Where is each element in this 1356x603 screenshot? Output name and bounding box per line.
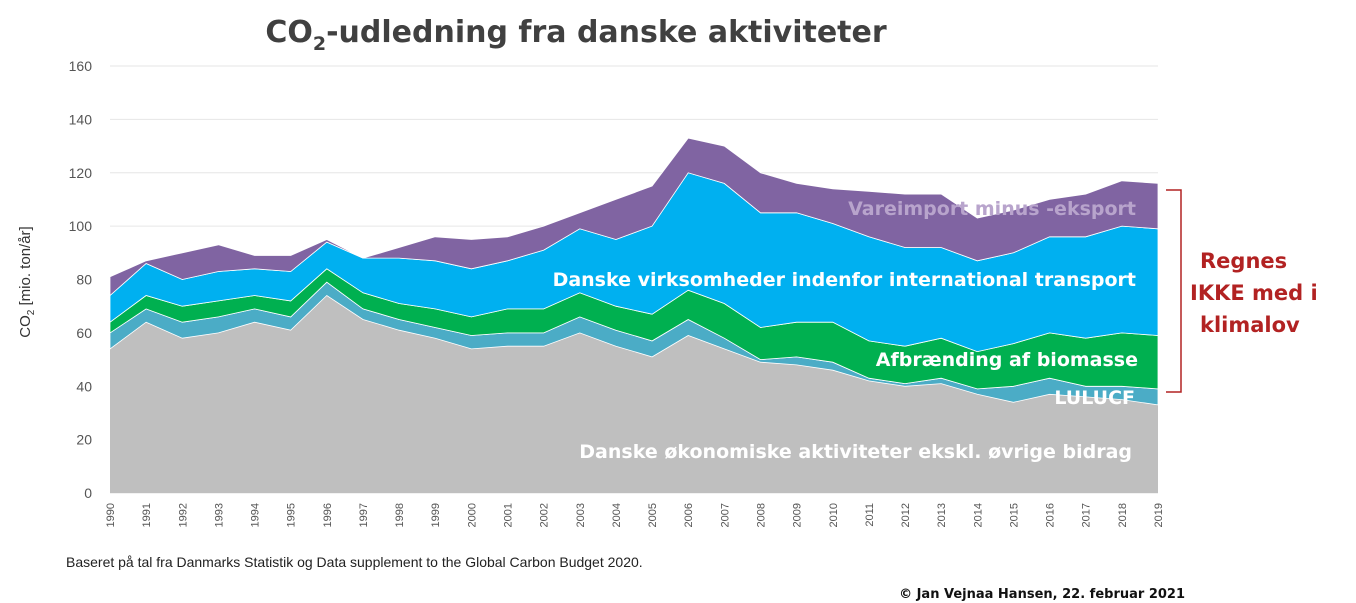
x-tick-label: 2003 <box>575 503 587 527</box>
x-tick-label: 2002 <box>539 503 551 527</box>
bracket-label-line1: Regnes <box>1200 249 1287 273</box>
x-tick-label: 2009 <box>792 503 804 527</box>
y-tick-label: 80 <box>76 272 92 288</box>
x-tick-label: 1997 <box>358 503 370 527</box>
label-vareimport: Vareimport minus -eksport <box>848 198 1136 220</box>
x-tick-label: 2000 <box>466 503 478 527</box>
y-axis-ticks: 0 20 40 60 80 100 120 140 160 <box>69 58 93 501</box>
x-tick-label: 2001 <box>503 503 515 527</box>
x-tick-label: 1996 <box>322 503 334 527</box>
x-tick-label: 2012 <box>900 503 912 527</box>
x-tick-label: 2017 <box>1081 503 1093 527</box>
stacked-areas <box>109 137 1159 493</box>
bracket <box>1166 189 1182 393</box>
label-biomasse: Afbrænding af biomasse <box>876 349 1138 371</box>
x-tick-label: 2011 <box>864 503 876 527</box>
x-tick-label: 1992 <box>177 503 189 527</box>
x-tick-label: 1991 <box>141 503 153 527</box>
x-tick-label: 2018 <box>1117 503 1129 527</box>
y-tick-label: 120 <box>69 165 93 181</box>
x-tick-label: 1990 <box>105 503 117 527</box>
x-tick-label: 1994 <box>250 503 262 527</box>
x-tick-label: 2015 <box>1008 503 1020 527</box>
y-axis-label: CO2 [mio. ton/år] <box>17 226 37 337</box>
x-tick-label: 2006 <box>683 503 695 527</box>
copyright-credit: © Jan Vejnaa Hansen, 22. februar 2021 <box>899 587 1185 602</box>
x-tick-label: 1995 <box>286 503 298 527</box>
x-tick-label: 2007 <box>719 503 731 527</box>
x-tick-label: 2008 <box>756 503 768 527</box>
x-tick-label: 1999 <box>430 503 442 527</box>
y-tick-label: 60 <box>76 325 92 341</box>
x-tick-label: 2004 <box>611 503 623 527</box>
area-series-4 <box>109 137 1159 297</box>
chart-title: CO2-udledning fra danske aktiviteter <box>265 15 887 55</box>
area-series-0 <box>110 295 1158 493</box>
bracket-label-line3: klimalov <box>1200 313 1300 337</box>
label-lulucf: LULUCF <box>1054 387 1135 409</box>
x-axis-ticks: 1990 1991 1992 1993 1994 1995 1996 1997 1998 1999… <box>105 503 1165 527</box>
x-tick-label: 2010 <box>828 503 840 527</box>
bracket-label-line2: IKKE med i <box>1190 281 1318 305</box>
x-tick-label: 1998 <box>394 503 406 527</box>
x-tick-label: 2005 <box>647 503 659 527</box>
x-tick-label: 2013 <box>936 503 948 527</box>
x-tick-label: 2016 <box>1045 503 1057 527</box>
x-tick-label: 2014 <box>972 503 984 527</box>
source-footnote: Baseret på tal fra Danmarks Statistik og… <box>66 554 643 570</box>
y-tick-label: 40 <box>76 378 92 394</box>
y-tick-label: 140 <box>69 111 93 127</box>
label-international-transport: Danske virksomheder indenfor internation… <box>553 269 1136 291</box>
y-tick-label: 0 <box>84 485 92 501</box>
y-tick-label: 20 <box>76 432 92 448</box>
x-tick-label: 2019 <box>1153 503 1165 527</box>
y-tick-label: 100 <box>69 218 93 234</box>
x-tick-label: 1993 <box>213 503 225 527</box>
y-tick-label: 160 <box>69 58 93 74</box>
label-danske-aktiviteter: Danske økonomiske aktiviteter ekskl. øvr… <box>579 441 1132 463</box>
